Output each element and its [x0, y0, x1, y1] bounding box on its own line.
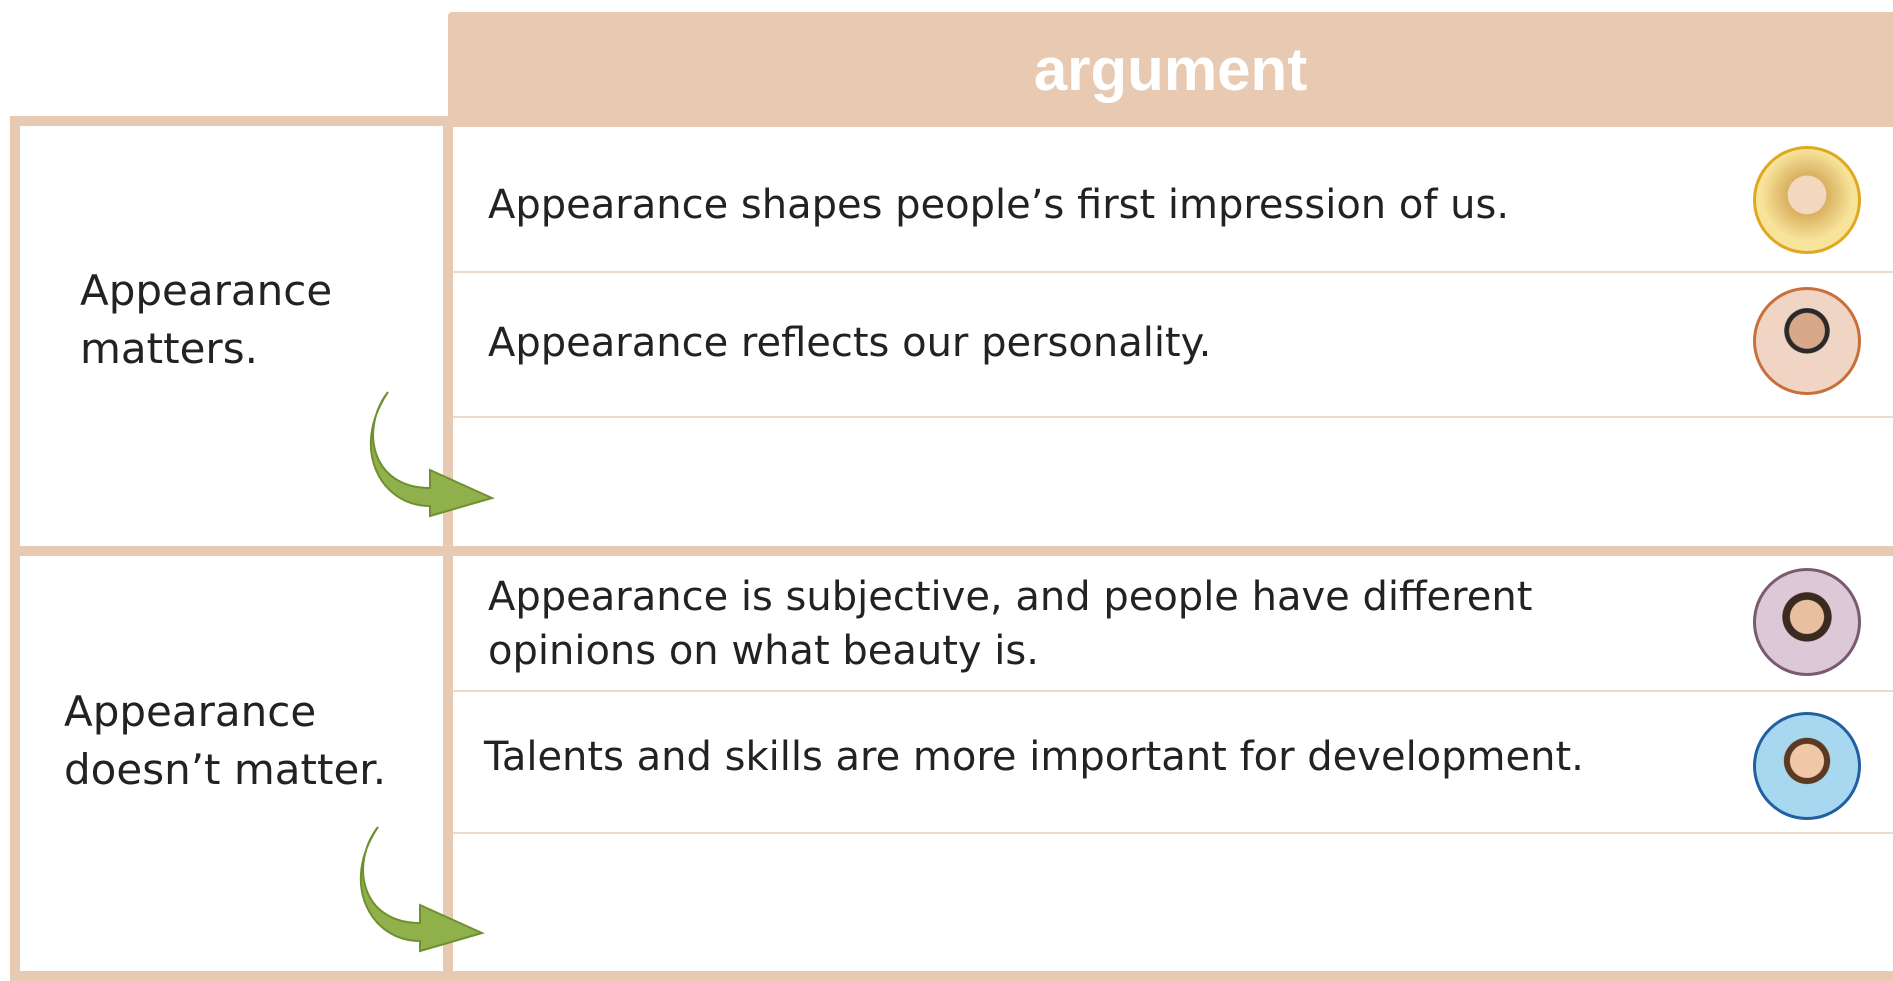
row-line: [453, 416, 1893, 418]
row-line: [453, 690, 1893, 692]
group-label: Appearance doesn’t matter.: [64, 687, 387, 794]
avatar: [1753, 568, 1861, 676]
arrow: [359, 826, 485, 953]
group-label: Appearance matters.: [80, 266, 333, 373]
avatar: [1753, 146, 1861, 254]
argument-text: Appearance shapes people’s first impress…: [488, 182, 1510, 228]
avatar: [1753, 712, 1861, 820]
row-line: [453, 271, 1893, 273]
header: argument: [448, 12, 1893, 127]
divider: [443, 116, 453, 981]
argument-text: Appearance is subjective, and people hav…: [488, 574, 1533, 674]
argument-text: Talents and skills are more important fo…: [484, 734, 1584, 780]
row-line: [453, 832, 1893, 834]
avatar: [1753, 287, 1861, 395]
argument-text: Appearance reflects our personality.: [488, 320, 1212, 366]
arrow: [369, 391, 495, 518]
group-box: [10, 546, 1893, 981]
